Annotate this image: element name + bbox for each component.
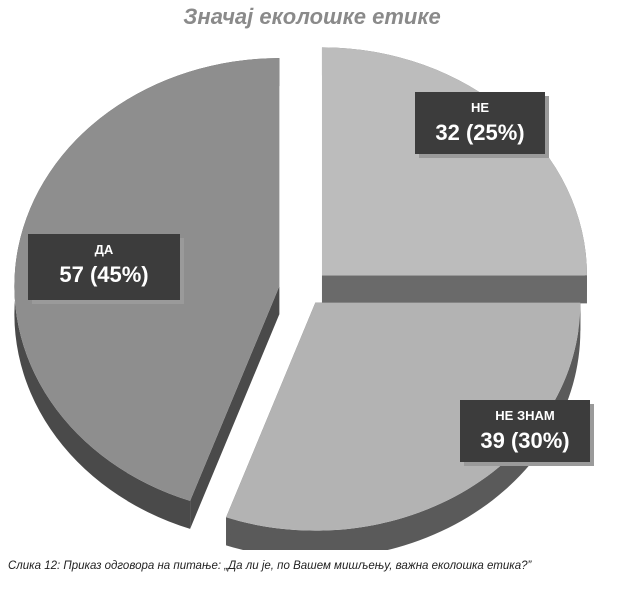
slice-label-3: ДА 57 (45%) — [28, 234, 184, 304]
slice-label-2: НЕ ЗНАМ 39 (30%) — [460, 400, 594, 466]
pie-slice-1 — [321, 47, 587, 276]
chart-title: Значај еколошке етике — [183, 4, 441, 29]
pie-slice-wall-3-start — [190, 286, 280, 529]
slice-label-1: НЕ 32 (25%) — [415, 92, 549, 158]
slice-label-value: 32 (25%) — [435, 120, 524, 145]
slice-label-name: НЕ — [471, 100, 489, 115]
pie-slice-side-2 — [226, 302, 581, 550]
slice-label-value: 57 (45%) — [59, 262, 148, 287]
label-box — [460, 400, 590, 462]
label-box — [415, 92, 545, 154]
label-box — [28, 234, 180, 300]
pie-slice-2 — [226, 302, 581, 531]
figure-caption: Слика 12: Приказ одговора на питање: „Да… — [8, 560, 532, 572]
slice-label-value: 39 (30%) — [480, 428, 569, 453]
slice-label-name: НЕ ЗНАМ — [495, 408, 554, 423]
pie-slice-wall-1-end — [321, 275, 587, 304]
pie-labels: НЕ 32 (25%) НЕ ЗНАМ 39 (30%) ДА 57 (45%) — [28, 92, 594, 466]
pie-chart: НЕ 32 (25%) НЕ ЗНАМ 39 (30%) ДА 57 (45%) — [14, 47, 594, 550]
slice-label-name: ДА — [95, 242, 114, 257]
